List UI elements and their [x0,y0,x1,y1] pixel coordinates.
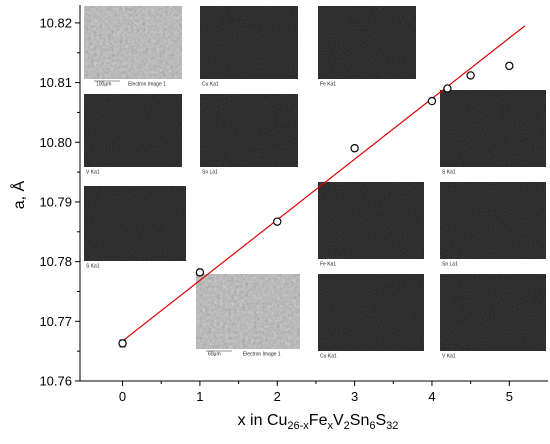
data-point [350,144,359,153]
x-tick-label: 5 [506,389,513,404]
inset-label: Fe Ka1 [320,262,336,268]
eds-map-inset: S Ka1 [84,186,186,270]
y-tick-label: 10.79 [39,194,72,209]
eds-map-inset: Cu Ka1 [318,274,424,360]
eds-map-inset: V Ka1 [84,94,182,176]
x-tick-label: 4 [428,389,435,404]
data-point [195,268,205,277]
inset-label: V Ka1 [442,354,456,360]
point-marker [466,71,475,80]
point-marker [443,84,452,93]
data-point [443,84,452,93]
point-marker [195,268,205,277]
inset-label: Sn La1 [442,262,458,268]
scale-bar-label: 100μm [96,82,111,88]
inset-label: Electron Image 1 [128,82,166,88]
y-tick-label: 10.77 [39,314,72,329]
inset-label: S Ka1 [442,170,456,176]
y-ticks: 10.76 10.77 10.78 10.79 10.80 10.81 10.82 [39,15,80,389]
data-points [118,61,514,348]
eds-map-inset: V Ka1 [440,274,546,360]
y-tick-label: 10.80 [39,135,72,150]
linear-fit-line [122,25,526,342]
inset-label: Fe Ka1 [320,82,336,88]
point-marker [273,217,282,226]
x-axis-title: x in Cu26-xFexV2Sn6S32 [238,412,399,432]
y-tick-label: 10.76 [39,374,72,389]
y-tick-label: 10.78 [39,254,72,269]
inset-label: V Ka1 [86,170,100,176]
x-tick-label: 3 [351,389,358,404]
data-point [118,339,127,348]
eds-map-inset: Fe Ka1 [318,6,416,88]
eds-map-inset: Cu Ka1 [200,6,298,88]
eds-map-inset: Electron Image 1 60μm [196,274,300,358]
y-tick-label: 10.82 [39,15,72,30]
eds-map-inset: Sn La1 [440,182,546,268]
point-marker [505,61,514,71]
eds-map-inset: Sn La1 [200,94,298,176]
y-axis-title: a, Å [9,180,28,209]
data-point [273,217,282,226]
data-point [505,61,514,71]
x-tick-label: 0 [119,389,126,404]
point-marker [427,96,437,106]
eds-map-inset: Fe Ka1 [318,182,424,268]
inset-label: Electron Image 1 [243,352,281,358]
inset-label: Cu Ka1 [202,82,219,88]
eds-map-insets: Electron Image 1 100μm Cu Ka1 Fe Ka1 V Ka1 Sn… [84,6,546,360]
data-point [427,96,437,106]
scale-bar-label: 60μm [208,352,221,358]
data-point [466,71,475,80]
inset-label: Cu Ka1 [320,354,337,360]
point-marker [350,144,359,153]
inset-label: Sn La1 [202,170,218,176]
x-tick-label: 2 [274,389,281,404]
eds-map-inset: S Ka1 [440,90,546,176]
axes [79,5,548,382]
eds-map-inset: Electron Image 1 100μm [84,6,182,88]
y-tick-label: 10.81 [39,75,72,90]
inset-label: S Ka1 [86,264,100,270]
point-marker [118,339,127,348]
x-ticks: 0 1 2 3 4 5 [119,381,513,404]
x-tick-label: 1 [196,389,203,404]
